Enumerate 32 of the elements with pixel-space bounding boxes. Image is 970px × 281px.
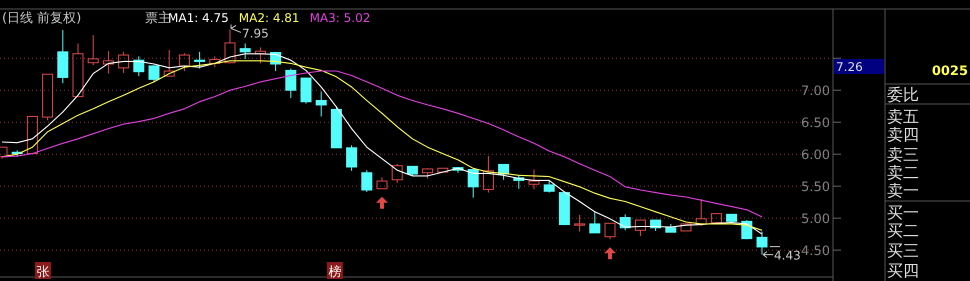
annotation: 7.95: [242, 26, 269, 40]
text: 买一: [887, 203, 919, 222]
text: 买二: [887, 221, 919, 240]
candlestick: [574, 214, 586, 232]
text: 0025: [932, 64, 968, 79]
text: 卖五: [887, 107, 919, 126]
text: MA3: 5.02: [310, 11, 370, 25]
text: 卖三: [887, 145, 919, 164]
y-tick-label: 7.00: [801, 84, 830, 100]
annotation: 票主: [145, 10, 171, 26]
text: 7.26: [836, 60, 863, 74]
candlestick: [528, 169, 540, 190]
candlestick: [346, 144, 358, 172]
text: 买三: [887, 241, 919, 260]
annotation: 张: [36, 265, 50, 280]
y-tick-label: 6.50: [801, 116, 830, 132]
text: 委比: [887, 85, 919, 104]
annotation: 榜: [328, 265, 342, 280]
y-tick-label: 5.50: [801, 180, 830, 196]
candlestick: [88, 34, 99, 66]
y-tick-label: 4.50: [801, 244, 830, 260]
text: 卖二: [887, 163, 919, 182]
y-tick-label: 5.00: [801, 212, 830, 228]
candlestick: [102, 50, 114, 74]
candlestick: [316, 91, 327, 117]
text: MA2: 4.81: [238, 11, 300, 25]
text: 卖一: [887, 181, 919, 200]
text: 买四: [887, 261, 919, 280]
y-tick-label: 6.00: [801, 148, 830, 164]
text: 4.43: [774, 248, 801, 263]
text: 卖四: [887, 125, 919, 144]
chart-title: (日线 前复权): [2, 11, 82, 26]
